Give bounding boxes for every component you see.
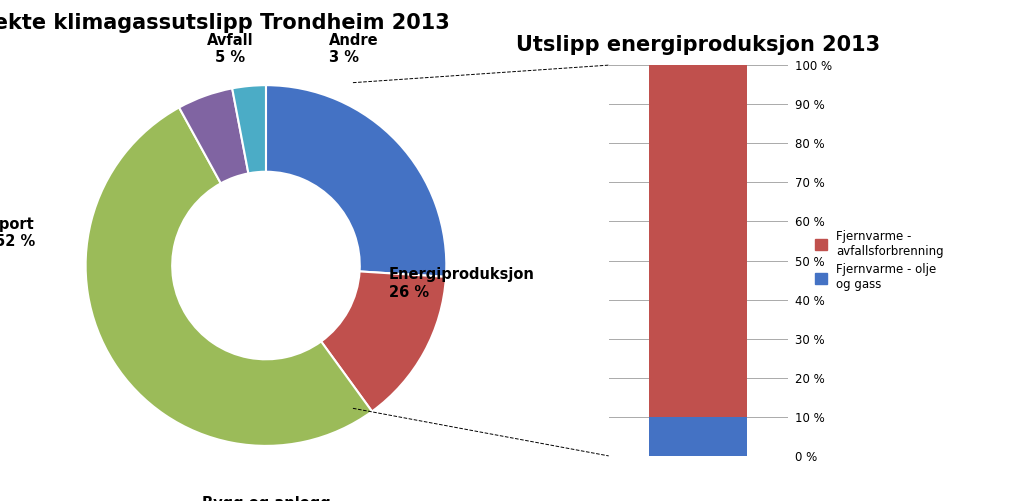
Bar: [650, 417, 747, 456]
Wedge shape: [179, 88, 249, 183]
Text: Transport
52 %: Transport 52 %: [0, 217, 35, 249]
Text: Energiproduksjon
26 %: Energiproduksjon 26 %: [389, 268, 534, 300]
Wedge shape: [266, 85, 446, 277]
Text: Andre
3 %: Andre 3 %: [329, 33, 379, 65]
Wedge shape: [86, 108, 372, 446]
Wedge shape: [232, 85, 266, 173]
Wedge shape: [321, 272, 446, 411]
Title: Utslipp energiproduksjon 2013: Utslipp energiproduksjon 2013: [517, 35, 880, 55]
Legend: Fjernvarme -
avfallsforbrenning, Fjernvarme - olje
og gass: Fjernvarme - avfallsforbrenning, Fjernva…: [815, 229, 944, 292]
Text: Avfall
5 %: Avfall 5 %: [207, 33, 254, 65]
Bar: [650, 65, 747, 417]
Text: Bygg og anlegg
14 %: Bygg og anlegg 14 %: [202, 496, 330, 501]
Text: Direkte klimagassutslipp Trondheim 2013: Direkte klimagassutslipp Trondheim 2013: [0, 13, 450, 33]
